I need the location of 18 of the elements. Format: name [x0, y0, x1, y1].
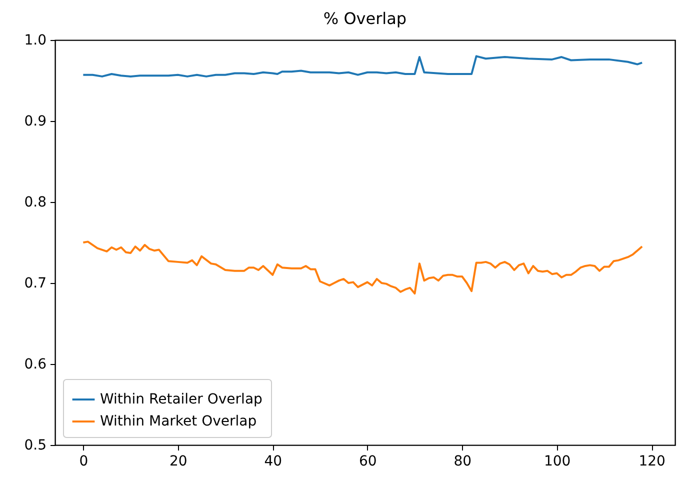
legend-label: Within Market Overlap — [100, 414, 257, 430]
x-tick-label: 120 — [638, 454, 666, 470]
y-tick-label: 0.7 — [24, 276, 46, 292]
x-tick-label: 80 — [454, 454, 472, 470]
line-series — [82, 240, 644, 295]
legend-label: Within Retailer Overlap — [100, 392, 263, 408]
y-tick-label: 0.8 — [24, 194, 46, 210]
x-tick-label: 60 — [358, 454, 377, 470]
y-tick-label: 0.6 — [24, 356, 47, 372]
x-tick-label: 20 — [169, 454, 188, 470]
line-series — [82, 55, 644, 78]
x-tick-label: 100 — [544, 454, 571, 470]
x-tick-label: 0 — [79, 454, 88, 470]
chart-title: % Overlap — [323, 9, 407, 28]
y-tick-label: 1.0 — [24, 32, 46, 48]
x-tick-label: 40 — [264, 454, 282, 470]
y-tick-label: 0.9 — [24, 114, 46, 130]
y-tick-label: 0.5 — [24, 438, 46, 454]
